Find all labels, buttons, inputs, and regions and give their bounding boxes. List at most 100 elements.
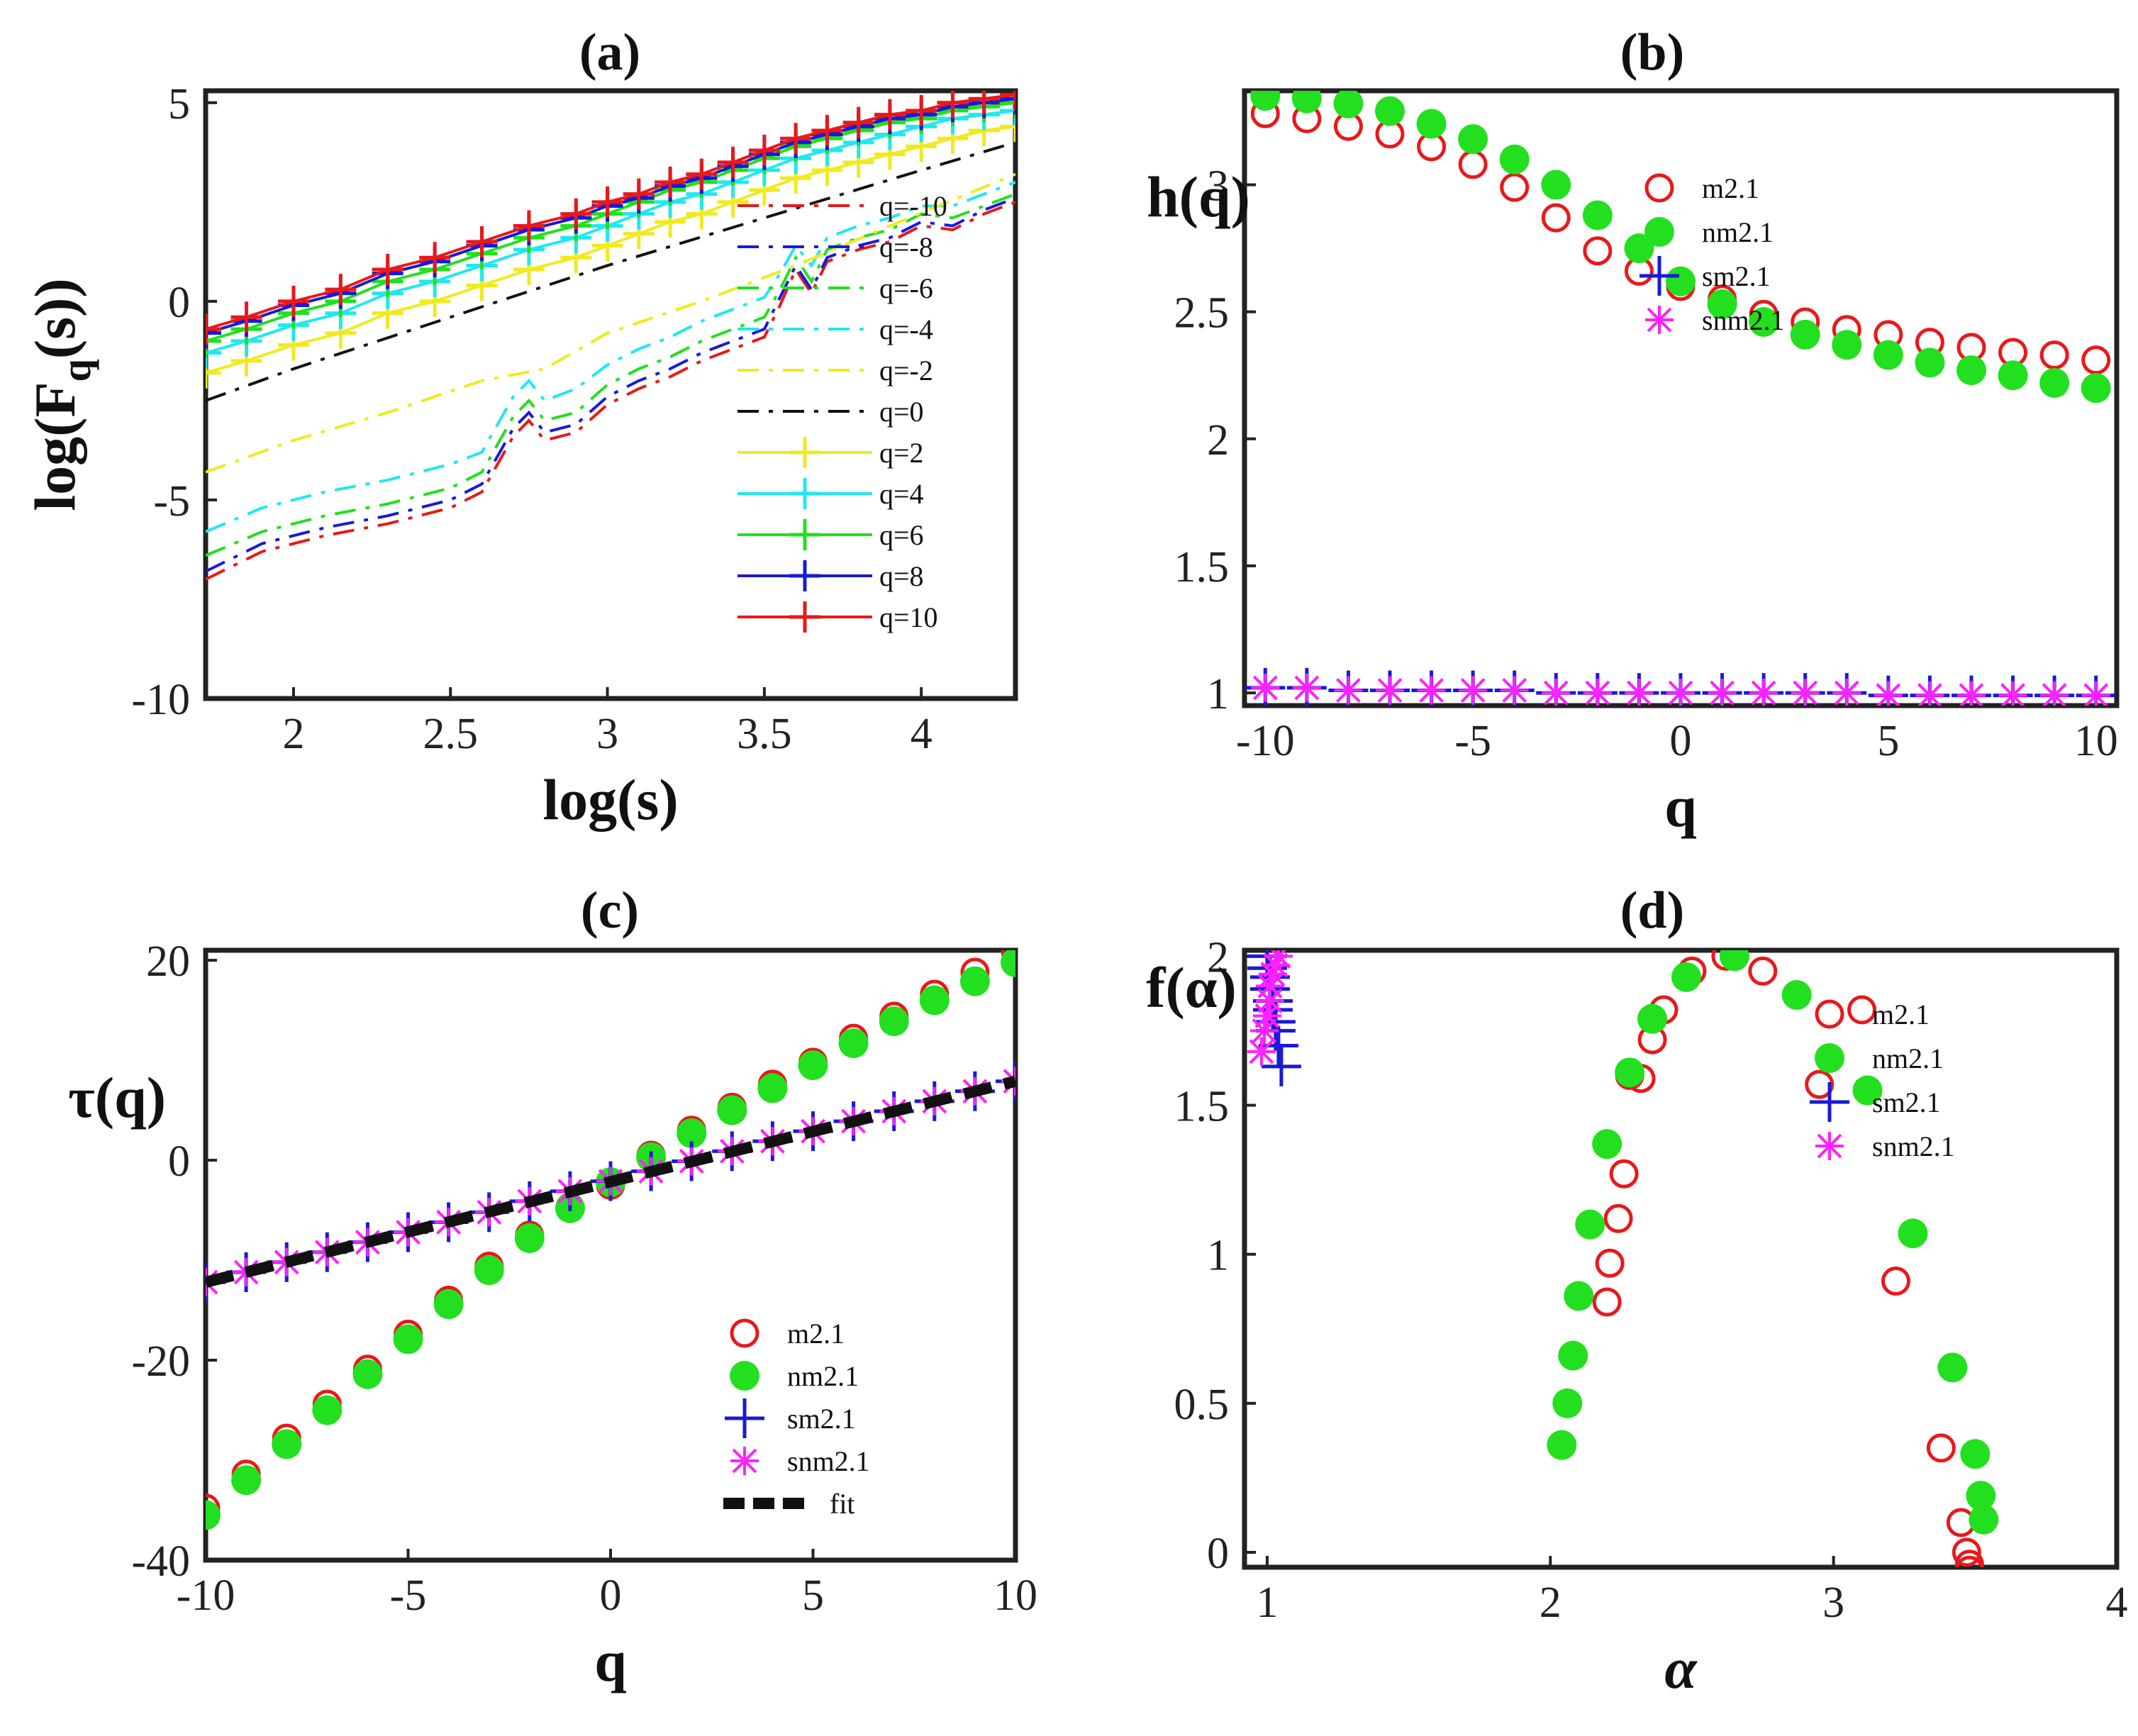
data-point (1625, 679, 1654, 706)
y-tick-label: -10 (131, 676, 190, 724)
legend-label: q=-8 (879, 231, 933, 263)
data-point (1881, 1267, 1911, 1296)
legend-marker (1815, 1132, 1844, 1160)
data-point (1926, 1433, 1956, 1463)
data-point (1376, 676, 1404, 705)
data-point (1873, 681, 1903, 706)
data-point (1001, 950, 1015, 966)
legend: m2.1 nm2.1 sm2.1 snm2.1 fit (723, 1318, 870, 1520)
y-tick-label: -5 (153, 477, 190, 525)
series-q-6 (206, 192, 1015, 557)
series-q-0 (206, 140, 1015, 402)
legend-entry: q=4 (737, 478, 924, 510)
data-point (1564, 1281, 1594, 1311)
data-point (1547, 1430, 1577, 1460)
data-point (1292, 673, 1321, 702)
legend-label: q=-2 (879, 355, 933, 386)
axes-frame (1242, 88, 2120, 708)
legend-marker (730, 1447, 759, 1475)
legend-marker (730, 1318, 759, 1348)
legend-label: sm2.1 (1872, 1086, 1941, 1118)
data-point (1458, 150, 1488, 179)
data-point (1969, 1504, 1999, 1535)
legend-label: q=-6 (879, 272, 933, 304)
axes-frame (203, 88, 1018, 701)
data-point (1249, 1016, 1279, 1045)
data-point (433, 1289, 464, 1320)
data-point (811, 115, 843, 147)
data-point (1499, 144, 1530, 174)
data-point (1873, 340, 1903, 370)
data-point (1500, 676, 1529, 705)
x-tick-label: 10 (2074, 717, 2118, 765)
y-axis-label: f(α) (1146, 955, 1237, 1020)
data-point (352, 1359, 383, 1389)
legend-entry: sm2.1 (1639, 256, 1771, 296)
legend-label: snm2.1 (787, 1445, 870, 1477)
data-point (874, 99, 906, 130)
data-point (1264, 950, 1293, 971)
y-tick-label: 2.5 (1174, 289, 1230, 338)
data-point (1915, 347, 1945, 378)
data-point (206, 313, 221, 345)
data-point (1500, 172, 1530, 202)
legend-label: nm2.1 (1702, 216, 1774, 248)
y-axis-label: τ(q) (68, 1065, 166, 1130)
legend-marker (1645, 306, 1674, 334)
legend-marker (725, 1398, 764, 1438)
data-point (1541, 169, 1571, 200)
data-point (1291, 91, 1322, 113)
x-tick-label: -5 (390, 1571, 427, 1620)
data-point (312, 1395, 343, 1425)
data-point (906, 95, 937, 127)
legend-marker (1815, 999, 1844, 1029)
series-q-10 (206, 200, 1015, 581)
data-point (1595, 1248, 1625, 1278)
legend-marker (789, 601, 820, 633)
data-point (1998, 360, 2028, 391)
data-point (717, 146, 749, 178)
legend-label: m2.1 (1702, 172, 1759, 204)
legend: m2.1 nm2.1 sm2.1 snm2.1 (1810, 998, 1955, 1162)
legend-entry: q=-2 (737, 355, 933, 386)
data-point (514, 1223, 545, 1254)
y-tick-label: 20 (146, 937, 190, 986)
data-point (1247, 1037, 1276, 1066)
data-point (2081, 373, 2111, 404)
legend-label: fit (830, 1488, 855, 1520)
data-point (1832, 330, 1862, 360)
data-point (206, 325, 221, 357)
legend-entry: q=-10 (737, 190, 947, 222)
data-point (968, 91, 1000, 115)
legend-marker (789, 519, 820, 550)
data-point (1805, 1069, 1834, 1099)
y-tick-label: 1 (1207, 1232, 1229, 1280)
y-axis-label: log(Fq(s)) (23, 278, 99, 511)
data-point (325, 274, 357, 306)
x-tick-label: 0 (1670, 717, 1692, 765)
legend-entry: q=0 (737, 396, 924, 428)
data-point (1541, 203, 1571, 233)
y-axis-label: h(q) (1147, 165, 1250, 229)
data-point (2040, 681, 2069, 706)
y-tick-label: 5 (168, 80, 190, 128)
data-point (623, 178, 655, 210)
legend-marker (1644, 173, 1674, 203)
x-axis-label: α (1664, 1636, 1698, 1701)
legend-marker (789, 478, 820, 509)
plot-area (1247, 950, 1999, 1567)
data-point (206, 1500, 221, 1530)
x-tick-label: 3 (596, 710, 618, 758)
legend-entry: fit (723, 1488, 855, 1520)
x-axis-label: log(s) (542, 767, 678, 832)
data-point (1592, 1287, 1622, 1317)
y-tick-label: 1.5 (1174, 1083, 1230, 1131)
data-point (277, 285, 309, 317)
legend-label: sm2.1 (1702, 260, 1771, 292)
data-point (1603, 1203, 1633, 1233)
y-tick-label: -40 (131, 1537, 190, 1586)
legend-label: q=0 (879, 396, 924, 428)
data-point (474, 1255, 504, 1286)
data-point (372, 254, 403, 286)
data-point (1609, 1159, 1639, 1189)
